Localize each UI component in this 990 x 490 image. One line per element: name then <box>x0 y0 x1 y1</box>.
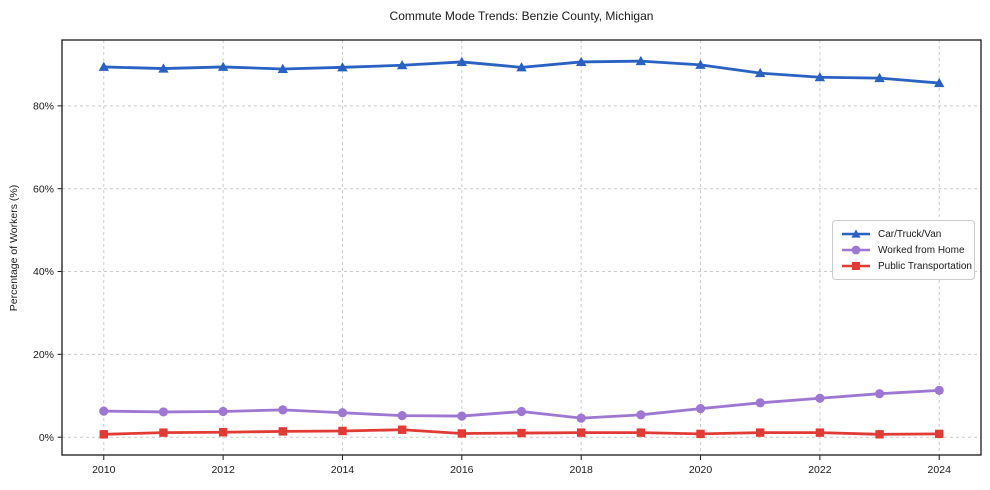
circle-marker <box>636 410 646 420</box>
triangle-marker <box>575 56 587 66</box>
triangle-marker <box>277 63 288 73</box>
x-tick-label: 2014 <box>331 464 355 476</box>
triangle-marker <box>98 61 109 71</box>
legend-item: Public Transportation <box>840 258 972 274</box>
triangle-marker <box>158 63 169 73</box>
circle-marker <box>755 398 765 408</box>
y-tick-label: 20% <box>33 349 54 361</box>
circle-marker <box>874 389 885 399</box>
circle-marker <box>278 405 288 415</box>
legend-item: Car/Truck/Van <box>840 226 966 242</box>
circle-marker <box>158 407 169 417</box>
y-tick-label: 40% <box>33 266 54 278</box>
plot-spines <box>61 39 982 456</box>
triangle-marker <box>635 55 647 66</box>
circle-marker <box>576 413 586 423</box>
circle-marker <box>695 404 706 414</box>
triangle-legend-sample-icon <box>842 229 870 238</box>
circle-marker <box>457 411 467 421</box>
legend-label: Worked from Home <box>878 244 965 256</box>
triangle-marker <box>874 72 885 83</box>
square-marker <box>457 429 467 438</box>
square-marker <box>696 429 705 439</box>
circle-marker <box>99 406 109 416</box>
triangle-marker <box>934 77 945 88</box>
circle-legend-sample-icon <box>842 245 870 255</box>
x-tick-label: 2022 <box>808 464 832 476</box>
square-marker <box>576 428 586 437</box>
square-marker <box>159 428 168 437</box>
chart-title: Commute Mode Trends: Benzie County, Mich… <box>389 9 654 23</box>
x-tick-label: 2018 <box>569 464 593 476</box>
square-marker <box>278 427 287 436</box>
y-tick-label: 0% <box>39 432 54 444</box>
circle-marker <box>934 385 944 395</box>
x-tick-label: 2020 <box>689 464 713 476</box>
circle-marker <box>516 406 527 417</box>
x-tick-label: 2016 <box>450 464 474 476</box>
square-marker <box>756 428 765 437</box>
square-marker <box>935 429 944 439</box>
triangle-marker <box>456 56 468 66</box>
triangle-marker <box>337 62 348 72</box>
square-legend-sample-icon <box>842 262 870 270</box>
x-tick-label: 2010 <box>92 464 116 476</box>
triangle-marker <box>755 67 766 78</box>
legend-label: Car/Truck/Van <box>878 228 942 240</box>
legend-label: Public Transportation <box>878 260 972 272</box>
square-marker <box>636 428 646 437</box>
y-tick-label: 80% <box>33 101 54 113</box>
triangle-marker <box>217 61 229 71</box>
square-marker <box>338 426 347 436</box>
triangle-marker <box>396 60 408 70</box>
legend-item: Worked from Home <box>840 242 966 258</box>
square-marker <box>99 430 108 439</box>
triangle-marker <box>516 62 527 72</box>
square-marker <box>815 428 825 437</box>
triangle-marker <box>814 72 826 82</box>
square-marker <box>517 428 526 438</box>
square-marker <box>218 428 228 437</box>
circle-marker <box>815 393 825 403</box>
x-tick-label: 2012 <box>211 464 235 476</box>
square-marker <box>875 430 884 439</box>
square-marker <box>397 425 407 434</box>
chart-legend: Car/Truck/Van Worked from Home Public Tran… <box>832 220 975 280</box>
triangle-marker <box>695 59 706 69</box>
y-tick-label: 60% <box>33 183 54 195</box>
circle-marker <box>337 408 348 418</box>
circle-marker <box>218 406 228 417</box>
x-tick-label: 2024 <box>928 464 952 476</box>
circle-marker <box>397 411 407 421</box>
